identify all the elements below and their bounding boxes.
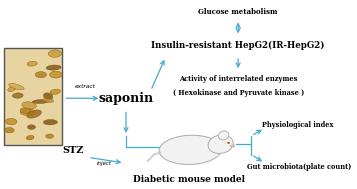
Text: extract: extract [74, 84, 95, 89]
Ellipse shape [20, 109, 34, 115]
Ellipse shape [159, 135, 222, 164]
Ellipse shape [227, 142, 230, 144]
Ellipse shape [44, 93, 53, 100]
Text: Gut microbiota(plate count): Gut microbiota(plate count) [247, 163, 351, 171]
Ellipse shape [27, 110, 41, 118]
Ellipse shape [48, 50, 61, 57]
Text: ( Hexokinase and Pyruvate kinase ): ( Hexokinase and Pyruvate kinase ) [172, 89, 304, 97]
Bar [4, 48, 62, 145]
Ellipse shape [43, 119, 57, 125]
Text: Activity of interrelated enzymes: Activity of interrelated enzymes [179, 75, 297, 84]
Text: Insulin-resistant HepG2(IR-HepG2): Insulin-resistant HepG2(IR-HepG2) [151, 41, 325, 50]
Ellipse shape [27, 61, 37, 66]
Ellipse shape [22, 102, 36, 109]
Ellipse shape [9, 84, 24, 90]
Ellipse shape [5, 128, 14, 133]
Ellipse shape [5, 118, 17, 125]
Ellipse shape [208, 135, 233, 153]
Ellipse shape [26, 135, 34, 140]
Ellipse shape [20, 108, 31, 113]
Ellipse shape [27, 125, 35, 129]
Text: STZ: STZ [62, 146, 84, 155]
Text: saponin: saponin [99, 92, 154, 105]
Ellipse shape [12, 93, 23, 98]
Ellipse shape [50, 71, 62, 78]
Ellipse shape [46, 65, 61, 70]
Ellipse shape [32, 100, 49, 104]
Ellipse shape [35, 72, 46, 78]
Text: Glucose metabolism: Glucose metabolism [198, 8, 278, 16]
Ellipse shape [46, 134, 54, 138]
Ellipse shape [50, 89, 60, 94]
Ellipse shape [8, 87, 16, 92]
Ellipse shape [42, 98, 54, 102]
Text: Diabetic mouse model: Diabetic mouse model [133, 175, 245, 184]
Text: inject: inject [97, 161, 112, 167]
Ellipse shape [230, 145, 235, 147]
Text: Physiological index: Physiological index [262, 121, 333, 129]
Ellipse shape [218, 131, 229, 140]
